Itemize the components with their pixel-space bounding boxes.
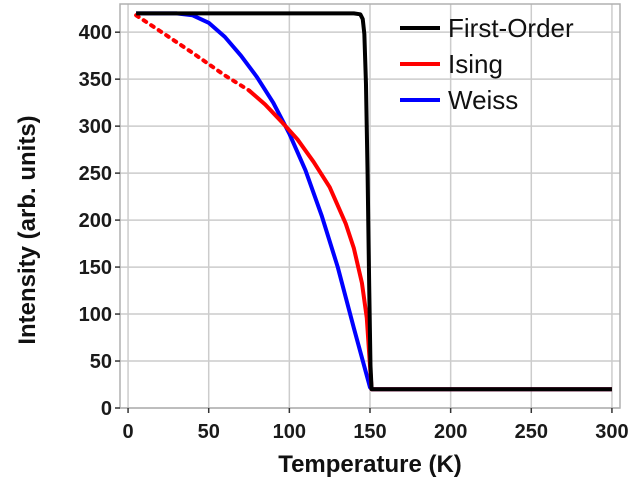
y-tick-label: 0 [101, 398, 112, 420]
y-tick-label: 100 [79, 304, 112, 326]
x-tick-label: 50 [198, 421, 220, 443]
x-tick-label: 200 [434, 421, 467, 443]
y-axis-title: Intensity (arb. units) [14, 115, 41, 344]
legend-label-weiss: Weiss [448, 85, 518, 115]
grid [120, 4, 620, 409]
x-tick-label: 0 [123, 421, 134, 443]
x-tick-label: 150 [353, 421, 386, 443]
y-tick-label: 150 [79, 257, 112, 279]
y-ticks: 0 50 100 150 200 250 300 350 400 [79, 22, 120, 420]
y-tick-label: 50 [90, 351, 112, 373]
x-tick-label: 250 [515, 421, 548, 443]
legend: First-Order Ising Weiss [400, 13, 574, 115]
x-tick-label: 100 [273, 421, 306, 443]
series-weiss-line [136, 11, 612, 392]
x-tick-label: 300 [595, 421, 628, 443]
y-tick-label: 200 [79, 210, 112, 232]
y-tick-label: 250 [79, 163, 112, 185]
series-ising-line [247, 88, 612, 392]
x-ticks: 0 50 100 150 200 250 300 [123, 408, 629, 443]
y-tick-label: 400 [79, 22, 112, 44]
series-first-order-line [136, 11, 612, 392]
y-tick-label: 350 [79, 69, 112, 91]
series-ising-dotted-line [134, 13, 252, 93]
y-tick-label: 300 [79, 116, 112, 138]
legend-label-ising: Ising [448, 49, 503, 79]
series-layer [134, 11, 612, 392]
x-axis-title: Temperature (K) [278, 451, 462, 478]
legend-label-first-order: First-Order [448, 13, 574, 43]
